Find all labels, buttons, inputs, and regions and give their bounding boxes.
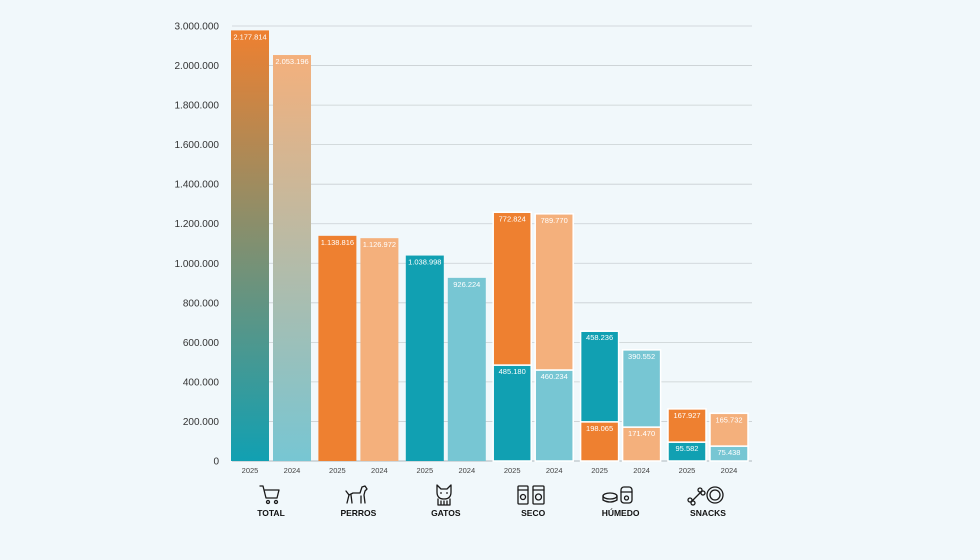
category-label: SNACKS [690,508,726,518]
x-tick-year: 2025 [416,466,433,475]
data-label: 789.770 [541,216,568,225]
bone-snack-icon [687,486,724,506]
data-label: 171.470 [628,429,655,438]
data-label: 75.438 [718,448,741,457]
data-label: 926.224 [453,280,480,289]
data-label: 95.582 [676,444,699,453]
category-label: GATOS [431,508,461,518]
cat-icon [436,484,452,506]
data-label: 390.552 [628,352,655,361]
y-tick-label: 400.000 [183,377,220,388]
shopping-cart-icon [259,485,280,505]
bar-segment [534,213,574,371]
x-tick-year: 2025 [591,466,608,475]
bars: 2.177.814 2.053.196 1.138.816 1.126.972 1.03… [231,30,749,462]
y-tick-label: 2.000.000 [175,61,220,72]
data-label: 1.126.972 [363,240,396,249]
data-label: 198.065 [586,424,613,433]
x-axis: 2025 2024 TOTAL 2025 2024 PERROS 2025 2024 GATOS… [242,466,738,518]
bar-segment [360,238,399,461]
data-label: 458.236 [586,333,613,342]
x-tick-year: 2025 [504,466,521,475]
x-tick-year: 2024 [284,466,301,475]
data-label: 2.053.196 [275,57,308,66]
category-label: HÚMEDO [602,507,640,518]
dry-food-bags-icon [517,485,545,505]
data-label: 1.038.998 [408,258,441,267]
category-label: TOTAL [257,508,285,518]
y-tick-label: 0 [213,457,219,468]
data-label: 485.180 [499,367,526,376]
y-tick-label: 200.000 [183,417,220,428]
dog-icon [345,485,368,504]
y-tick-label: 1.800.000 [175,101,220,112]
x-tick-year: 2024 [546,466,563,475]
bar-segment [667,408,707,443]
x-tick-year: 2025 [242,466,259,475]
data-label: 460.234 [541,372,568,381]
bar-segment [231,30,269,461]
y-tick-label: 800.000 [183,298,220,309]
bar-segment [492,211,532,366]
y-tick-label: 1.600.000 [175,140,220,151]
x-tick-year: 2024 [371,466,388,475]
bar-segment [579,421,620,462]
x-tick-year: 2025 [679,466,696,475]
bar-segment [579,330,620,423]
y-tick-label: 600.000 [183,338,220,349]
x-tick-year: 2024 [721,466,738,475]
bar-segment [709,412,749,447]
bar-segment [621,349,662,428]
data-label: 1.138.816 [321,238,354,247]
category-label: PERROS [340,508,376,518]
bar-segment [534,369,574,462]
bar-segment [492,364,532,462]
y-tick-label: 1.200.000 [175,219,220,230]
x-tick-year: 2025 [329,466,346,475]
y-tick-label: 3.000.000 [175,22,220,33]
x-tick-year: 2024 [633,466,650,475]
data-label: 2.177.814 [233,32,266,41]
bar-segment [273,55,311,461]
y-axis: 0 200.000 400.000 600.000 800.000 1.000.000 1.… [175,22,220,468]
bar-segment [447,277,486,461]
data-label: 167.927 [673,411,700,420]
category-label: SECO [521,508,545,518]
bar-segment [318,235,357,461]
y-tick-label: 1.400.000 [175,180,220,191]
bar-segment [405,255,444,461]
wet-food-can-icon [602,486,633,504]
y-tick-label: 1.000.000 [175,259,220,270]
x-tick-year: 2024 [458,466,475,475]
data-label: 772.824 [499,214,526,223]
data-label: 165.732 [715,415,742,424]
